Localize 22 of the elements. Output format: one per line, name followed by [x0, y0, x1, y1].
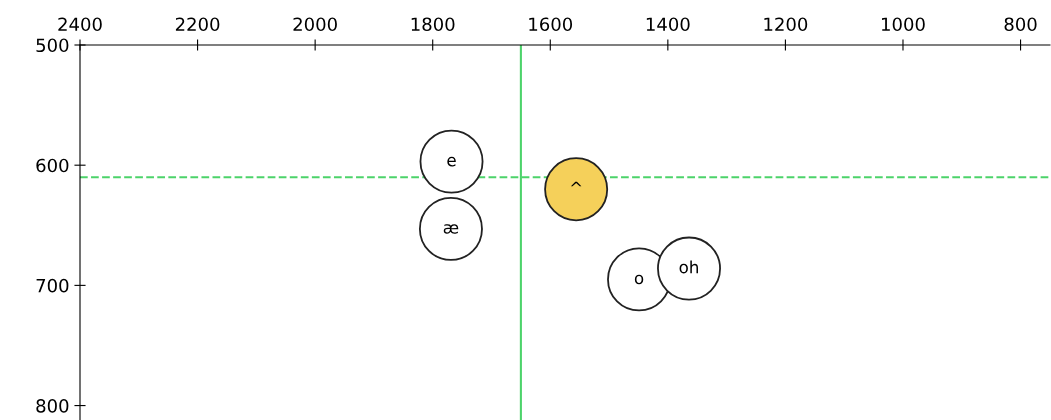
point: [544, 157, 609, 222]
data-label: oh: [679, 260, 698, 274]
x-tick-label: 1400: [646, 17, 690, 32]
x-tick-label: 2400: [58, 17, 102, 32]
y-tick-label: 600: [36, 158, 69, 173]
x-tick-label: 800: [1004, 17, 1037, 32]
point: [419, 129, 484, 194]
data-label: o: [634, 274, 644, 285]
x-tick-label: 2200: [175, 17, 220, 32]
x-tick-label: 1600: [529, 17, 573, 32]
data-label: ^: [570, 181, 582, 187]
y-tick-label: 500: [36, 38, 69, 53]
y-tick-label: 700: [36, 278, 69, 293]
point: [418, 196, 483, 261]
y-tick-label: 800: [36, 399, 69, 413]
x-tick-label: 1200: [764, 17, 808, 32]
point: [657, 236, 721, 301]
x-tick-label: 1800: [411, 17, 455, 32]
x-tick-label: 2000: [293, 17, 337, 32]
x-tick-label: 1000: [881, 17, 925, 32]
data-label: æ: [443, 224, 459, 234]
data-label: e: [447, 156, 456, 167]
